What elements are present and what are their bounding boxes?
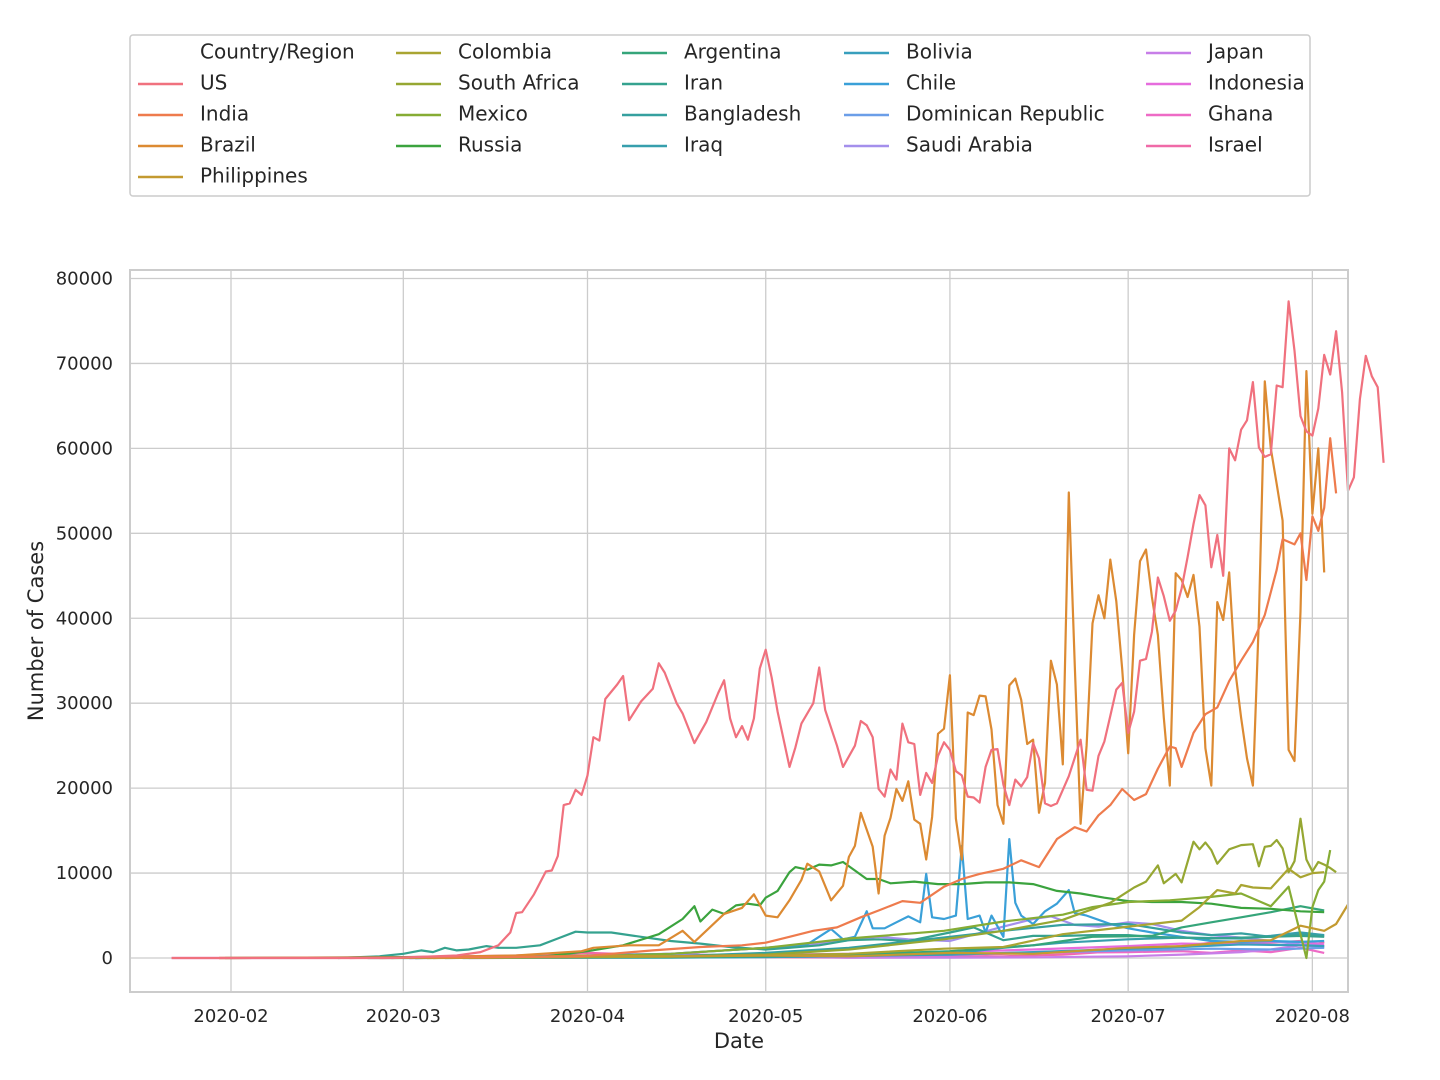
legend-item: Mexico <box>396 102 528 126</box>
legend-item: Dominican Republic <box>844 102 1105 126</box>
legend-label: Argentina <box>684 40 782 64</box>
legend-item: Russia <box>396 133 522 157</box>
legend-label: Chile <box>906 71 956 95</box>
legend-item: Philippines <box>138 164 308 188</box>
legend-label: South Africa <box>458 71 580 95</box>
legend-label: Iran <box>684 71 723 95</box>
legend-label: Bolivia <box>906 40 973 64</box>
legend-item: South Africa <box>396 71 580 95</box>
x-tick-label: 2020-03 <box>366 1006 441 1027</box>
x-tick-label: 2020-07 <box>1091 1006 1166 1027</box>
x-axis-label: Date <box>714 1029 764 1053</box>
legend-label: Brazil <box>200 133 256 157</box>
legend-item: Brazil <box>138 133 256 157</box>
legend-item: Bolivia <box>844 40 973 64</box>
legend: Country/Region US India Brazil Philippines C… <box>129 34 1311 197</box>
y-tick-label: 60000 <box>56 438 113 459</box>
y-tick-label: 0 <box>102 948 113 969</box>
legend-label: US <box>200 71 227 95</box>
legend-title: Country/Region <box>200 40 355 64</box>
legend-label: Saudi Arabia <box>906 133 1033 157</box>
grid <box>130 270 1348 992</box>
y-axis-label: Number of Cases <box>24 541 48 721</box>
plot-frame <box>129 269 1349 993</box>
legend-item: Iraq <box>622 133 723 157</box>
x-tick-label: 2020-04 <box>550 1006 625 1027</box>
legend-label: Bangladesh <box>684 102 801 126</box>
series-line-us <box>171 300 1385 960</box>
legend-item: Israel <box>1146 133 1263 157</box>
legend-item: Saudi Arabia <box>844 133 1033 157</box>
x-tick-label: 2020-08 <box>1275 1006 1350 1027</box>
y-tick-label: 70000 <box>56 353 113 374</box>
plot-area: 2020-02 2020-03 2020-04 2020-05 2020-06 2020-… <box>24 268 1385 1053</box>
y-tick-label: 50000 <box>56 523 113 544</box>
legend-item: India <box>138 102 249 126</box>
legend-label: Indonesia <box>1208 71 1305 95</box>
y-tick-label: 30000 <box>56 693 113 714</box>
legend-label: Philippines <box>200 164 308 188</box>
series-line-south-africa <box>427 817 1337 960</box>
series-line-philippines <box>219 903 1349 960</box>
x-tick-label: 2020-05 <box>728 1006 803 1027</box>
legend-label: Dominican Republic <box>906 102 1105 126</box>
legend-label: Ghana <box>1208 102 1273 126</box>
legend-item: Ghana <box>1146 102 1273 126</box>
legend-item: Japan <box>1146 40 1264 64</box>
x-tick-label: 2020-02 <box>193 1006 268 1027</box>
legend-label: Colombia <box>458 40 552 64</box>
legend-item: Chile <box>844 71 956 95</box>
legend-label: Iraq <box>684 133 723 157</box>
y-tick-label: 10000 <box>56 863 113 884</box>
legend-label: Mexico <box>458 102 528 126</box>
series-line-mexico <box>391 849 1332 960</box>
legend-item: Argentina <box>622 40 782 64</box>
y-tick-label: 20000 <box>56 778 113 799</box>
legend-label: Japan <box>1206 40 1264 64</box>
legend-item: Colombia <box>396 40 552 64</box>
legend-box <box>129 34 1311 197</box>
x-axis-ticks: 2020-02 2020-03 2020-04 2020-05 2020-06 2020-… <box>193 1006 1350 1027</box>
legend-label: Israel <box>1208 133 1263 157</box>
legend-item: Iran <box>622 71 723 95</box>
y-tick-label: 80000 <box>56 268 113 289</box>
legend-label: Russia <box>458 133 522 157</box>
series-line-brazil <box>379 370 1326 960</box>
series-line-india <box>219 437 1338 960</box>
series-lines <box>171 300 1385 960</box>
legend-item: Bangladesh <box>622 102 801 126</box>
y-axis-ticks: 0 10000 20000 30000 40000 50000 60000 70000 8000… <box>56 268 113 969</box>
legend-label: India <box>200 102 249 126</box>
y-tick-label: 40000 <box>56 608 113 629</box>
legend-item: Indonesia <box>1146 71 1305 95</box>
x-tick-label: 2020-06 <box>912 1006 987 1027</box>
legend-item: US <box>138 71 227 95</box>
